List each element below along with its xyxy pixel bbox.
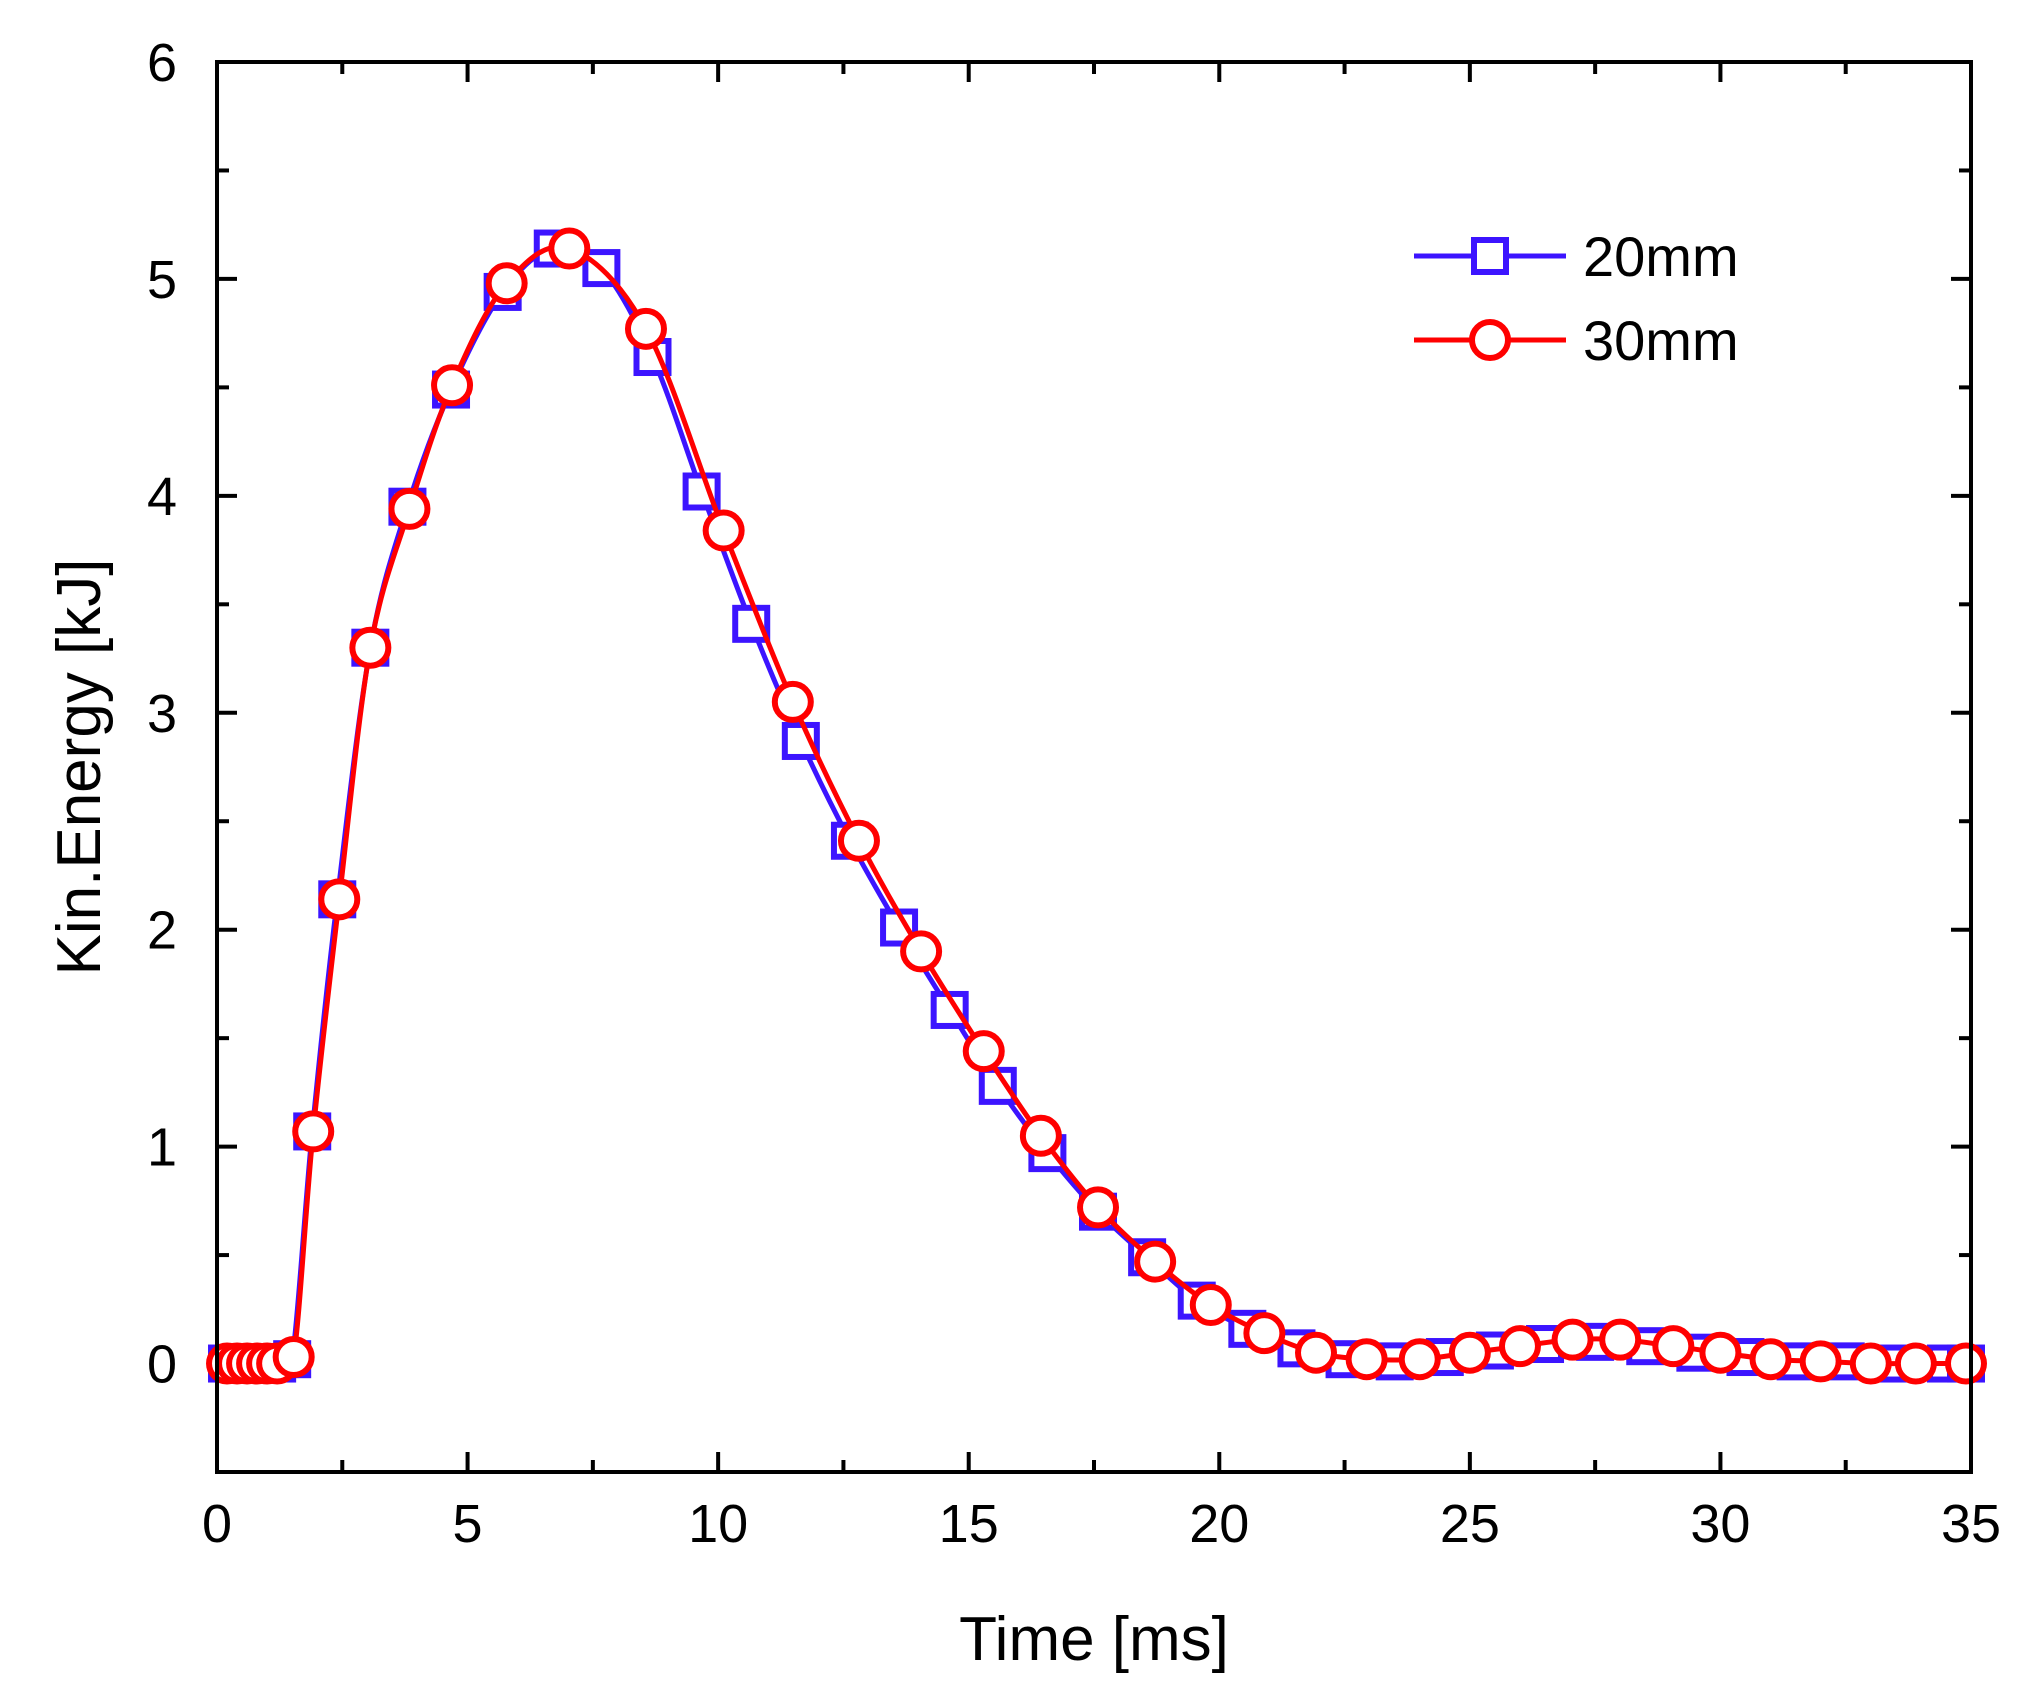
data-point-circle xyxy=(548,227,591,270)
x-tick-label: 35 xyxy=(1941,1494,2001,1554)
data-point-circle xyxy=(1799,1340,1842,1383)
x-tick-labels: 0 5 10 15 20 25 30 35 xyxy=(202,1494,2001,1554)
series-layer xyxy=(206,227,1987,1385)
y-tick-label: 3 xyxy=(147,684,177,744)
x-tick-label: 20 xyxy=(1189,1494,1249,1554)
data-point-circle xyxy=(1398,1338,1441,1381)
data-point-circle xyxy=(1749,1338,1792,1381)
legend: 20mm 30mm xyxy=(1414,225,1739,372)
y-tick-label: 2 xyxy=(147,901,177,961)
data-point-circle xyxy=(485,262,528,305)
data-point-circle xyxy=(624,307,667,350)
y-tick-label: 1 xyxy=(147,1118,177,1178)
data-point-circle xyxy=(1077,1186,1120,1229)
x-tick-label: 10 xyxy=(688,1494,748,1554)
data-point-circle xyxy=(1019,1114,1062,1157)
legend-square-marker xyxy=(1471,237,1509,275)
data-point-circle xyxy=(702,509,745,552)
data-point-circle xyxy=(1849,1342,1892,1385)
y-tick-label: 0 xyxy=(147,1335,177,1395)
data-point-circle xyxy=(837,819,880,862)
data-point-circle xyxy=(962,1030,1005,1073)
x-tick-label: 30 xyxy=(1690,1494,1750,1554)
data-point-circle xyxy=(1699,1331,1742,1374)
x-tick-label: 0 xyxy=(202,1494,232,1554)
plot-frame xyxy=(215,60,1973,1474)
data-point-circle xyxy=(1652,1325,1695,1368)
y-tick-label: 5 xyxy=(147,250,177,310)
data-point-circle xyxy=(1345,1338,1388,1381)
x-tick-label: 25 xyxy=(1440,1494,1500,1554)
legend-label-20mm: 20mm xyxy=(1583,225,1739,288)
x-tick-label: 5 xyxy=(453,1494,483,1554)
data-point-square xyxy=(732,604,771,643)
data-point-circle xyxy=(292,1110,335,1153)
data-point-circle xyxy=(1243,1312,1286,1355)
series-30mm xyxy=(206,227,1987,1385)
data-point-circle xyxy=(1295,1331,1338,1374)
data-point-circle xyxy=(1134,1240,1177,1283)
legend-label-30mm: 30mm xyxy=(1583,309,1739,372)
data-point-square xyxy=(682,472,721,511)
legend-circle-marker xyxy=(1469,319,1511,361)
data-point-circle xyxy=(388,487,431,530)
data-point-circle xyxy=(1944,1342,1987,1385)
data-point-circle xyxy=(349,626,392,669)
x-axis-title: Time [ms] xyxy=(959,1605,1229,1674)
data-point-circle xyxy=(1498,1325,1541,1368)
y-tick-label: 4 xyxy=(147,467,177,527)
data-point-circle xyxy=(272,1336,315,1379)
data-point-circle xyxy=(431,364,474,407)
x-tick-label: 15 xyxy=(939,1494,999,1554)
data-point-circle xyxy=(771,680,814,723)
data-point-circle xyxy=(1189,1283,1232,1326)
y-tick-label: 6 xyxy=(147,33,177,93)
data-point-circle xyxy=(1599,1318,1642,1361)
data-point-circle xyxy=(318,878,361,921)
y-tick-labels: 0 1 2 3 4 5 6 xyxy=(147,33,177,1395)
data-point-circle xyxy=(900,930,943,973)
data-point-circle xyxy=(1551,1318,1594,1361)
data-point-circle xyxy=(1894,1342,1937,1385)
y-axis-title: Kin.Energy [kJ] xyxy=(45,559,114,976)
data-point-circle xyxy=(1448,1331,1491,1374)
